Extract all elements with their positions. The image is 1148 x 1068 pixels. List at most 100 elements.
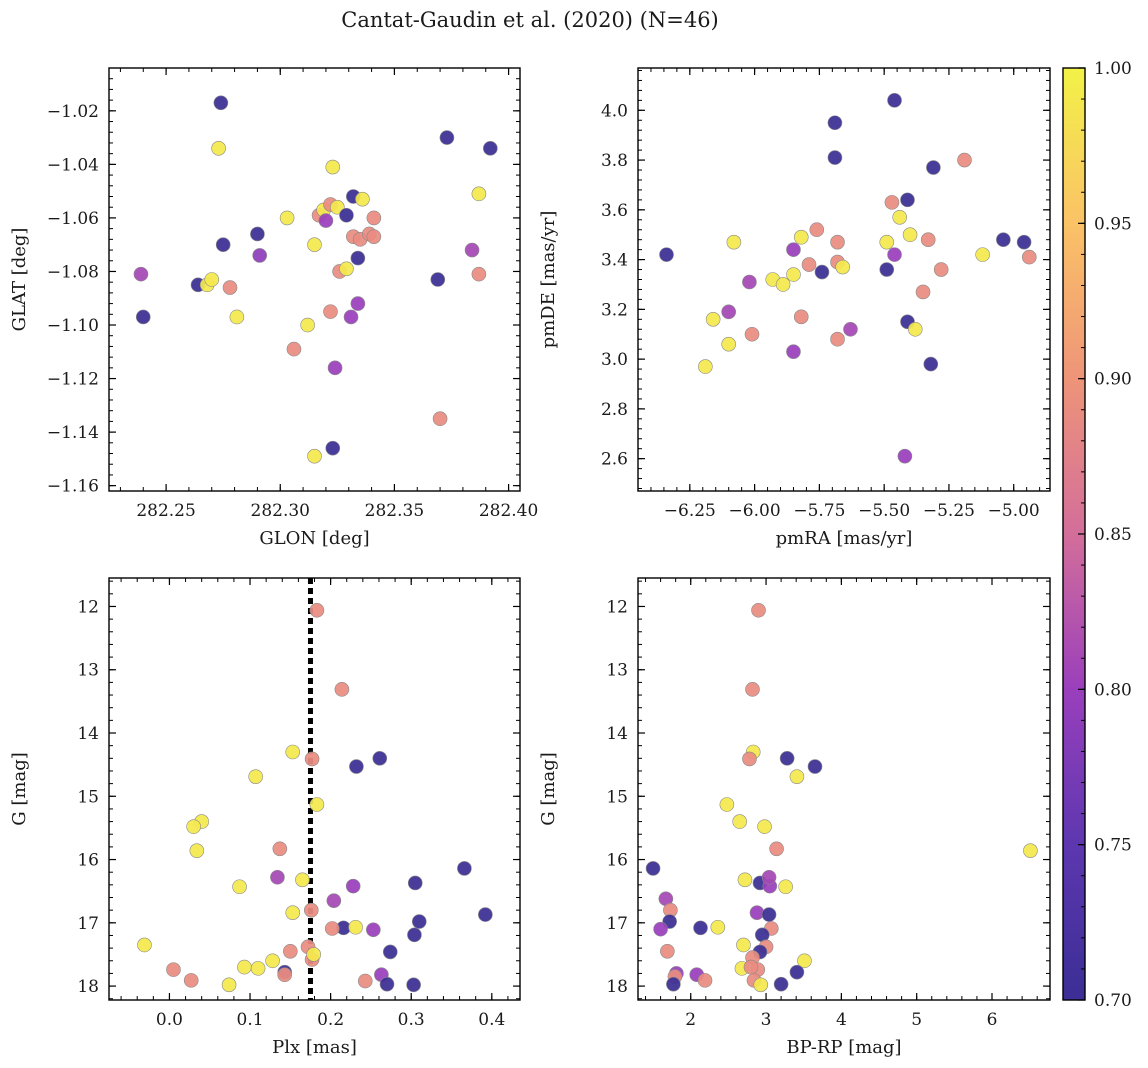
- data-point: [742, 751, 757, 767]
- axes-frame: [108, 577, 521, 1001]
- data-point: [432, 411, 448, 427]
- data-point: [769, 841, 784, 857]
- x-tick-label: 5: [911, 1010, 922, 1030]
- data-point: [761, 907, 777, 922]
- data-point: [749, 905, 765, 920]
- y-tick-label: −1.10: [47, 316, 99, 336]
- data-point: [975, 247, 990, 262]
- y-tick-label: −1.06: [47, 209, 99, 229]
- data-point: [283, 943, 298, 959]
- data-point: [237, 959, 252, 975]
- data-point: [830, 331, 845, 347]
- y-axis-label: pmDE [mas/yr]: [538, 211, 559, 349]
- data-point: [892, 209, 908, 225]
- data-point: [757, 819, 772, 834]
- data-point: [324, 921, 340, 936]
- data-point: [653, 921, 668, 937]
- colorbar-tick-label: 0.80: [1094, 680, 1132, 700]
- x-tick-label: 0.2: [317, 1010, 344, 1030]
- data-point: [325, 440, 341, 456]
- x-tick-label: 0.3: [398, 1010, 425, 1030]
- axes-frame: [637, 67, 1051, 492]
- x-tick-label: −5.00: [988, 501, 1040, 521]
- data-point: [793, 229, 809, 245]
- y-tick-label: −1.14: [47, 423, 99, 443]
- data-point: [710, 919, 726, 935]
- data-point: [306, 947, 321, 962]
- data-point: [471, 186, 487, 202]
- data-point: [277, 967, 292, 982]
- x-tick-label: −6.25: [664, 501, 716, 521]
- scatter-panel-1: 282.25 282.30 282.35 282.40 −1.16 −1.14 −1.12 −…: [9, 67, 538, 549]
- data-point: [801, 257, 817, 272]
- data-point: [229, 309, 245, 325]
- x-tick-label: 3: [761, 1010, 772, 1030]
- data-point: [285, 744, 301, 760]
- data-point: [325, 159, 341, 175]
- data-point: [809, 222, 825, 238]
- data-point: [272, 841, 288, 857]
- data-point: [751, 602, 766, 618]
- data-point: [252, 248, 268, 263]
- data-point: [732, 814, 747, 829]
- data-point: [835, 259, 851, 275]
- data-point: [355, 191, 370, 207]
- data-point: [300, 317, 315, 333]
- data-point: [478, 907, 493, 922]
- y-axis-label: GLAT [deg]: [9, 228, 30, 332]
- data-point: [778, 879, 793, 895]
- data-point: [923, 356, 939, 372]
- data-point: [407, 875, 423, 891]
- data-point: [779, 751, 795, 766]
- data-point: [743, 959, 759, 975]
- y-tick-label: 3.8: [601, 151, 628, 171]
- data-point: [897, 448, 913, 464]
- x-tick-label: −5.75: [793, 501, 845, 521]
- data-point: [250, 226, 265, 242]
- data-point: [666, 976, 681, 992]
- data-point: [879, 234, 895, 250]
- data-point: [318, 213, 334, 228]
- data-point: [884, 195, 900, 210]
- x-tick-label: 0.0: [156, 1010, 183, 1030]
- y-axis-label: G [mag]: [538, 752, 559, 825]
- data-point: [222, 280, 238, 295]
- data-point: [887, 247, 902, 262]
- data-point: [457, 861, 472, 876]
- data-point: [286, 341, 302, 357]
- data-point: [1016, 234, 1032, 250]
- x-tick-label: 0.4: [478, 1010, 505, 1030]
- colorbar-frame: [1062, 67, 1086, 1001]
- y-tick-label: 12: [77, 597, 99, 617]
- colorbar: 0.70 0.75 0.80 0.85 0.90 0.95 1.00: [1062, 59, 1132, 1011]
- data-point: [250, 961, 266, 976]
- data-point: [471, 266, 487, 282]
- data-point: [430, 272, 446, 287]
- data-point: [807, 759, 823, 774]
- data-point: [232, 879, 247, 895]
- colorbar-tick-label: 0.70: [1094, 991, 1132, 1011]
- data-point: [879, 262, 895, 277]
- x-tick-label: 282.40: [479, 501, 538, 521]
- y-tick-label: 16: [606, 851, 628, 871]
- data-point: [366, 922, 381, 938]
- y-tick-label: 3.2: [601, 300, 628, 320]
- data-point: [439, 130, 455, 145]
- data-point: [295, 872, 310, 888]
- data-point: [726, 234, 742, 250]
- colorbar-gradient: [1063, 68, 1085, 1000]
- data-point: [830, 234, 845, 250]
- y-tick-label: 3.6: [601, 201, 628, 221]
- y-tick-label: 15: [606, 787, 628, 807]
- y-tick-label: 3.0: [601, 350, 628, 370]
- data-point: [349, 759, 364, 774]
- data-point: [957, 152, 972, 168]
- data-point: [372, 751, 388, 766]
- y-axis-label: G [mag]: [9, 752, 30, 825]
- data-point: [411, 914, 427, 929]
- data-point: [887, 93, 902, 108]
- data-point: [705, 312, 721, 327]
- x-axis-label: GLON [deg]: [259, 528, 369, 549]
- data-point: [213, 95, 229, 111]
- data-point: [215, 237, 231, 252]
